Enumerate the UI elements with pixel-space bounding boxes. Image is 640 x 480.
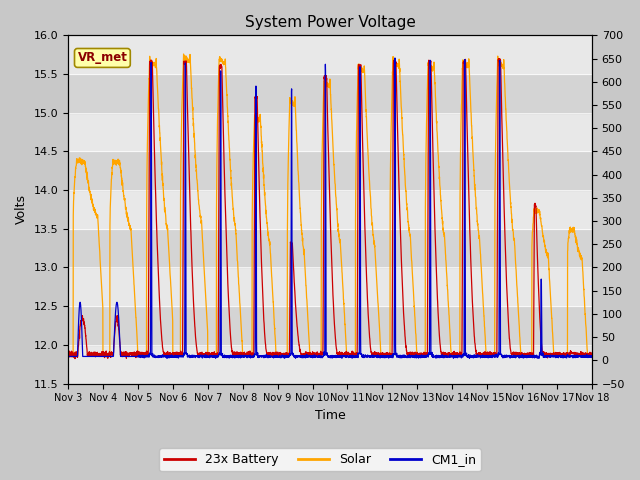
Bar: [68, 36, 592, 74]
X-axis label: Time: Time: [315, 409, 346, 422]
Bar: [68, 151, 592, 190]
Legend: 23x Battery, Solar, CM1_in: 23x Battery, Solar, CM1_in: [159, 448, 481, 471]
Bar: [68, 74, 592, 113]
Bar: [68, 267, 592, 306]
Title: System Power Voltage: System Power Voltage: [244, 15, 415, 30]
Bar: [68, 113, 592, 151]
Bar: [68, 190, 592, 229]
Y-axis label: Volts: Volts: [15, 194, 28, 225]
Text: VR_met: VR_met: [77, 51, 127, 64]
Bar: [68, 306, 592, 345]
Bar: [68, 345, 592, 384]
Bar: [68, 229, 592, 267]
